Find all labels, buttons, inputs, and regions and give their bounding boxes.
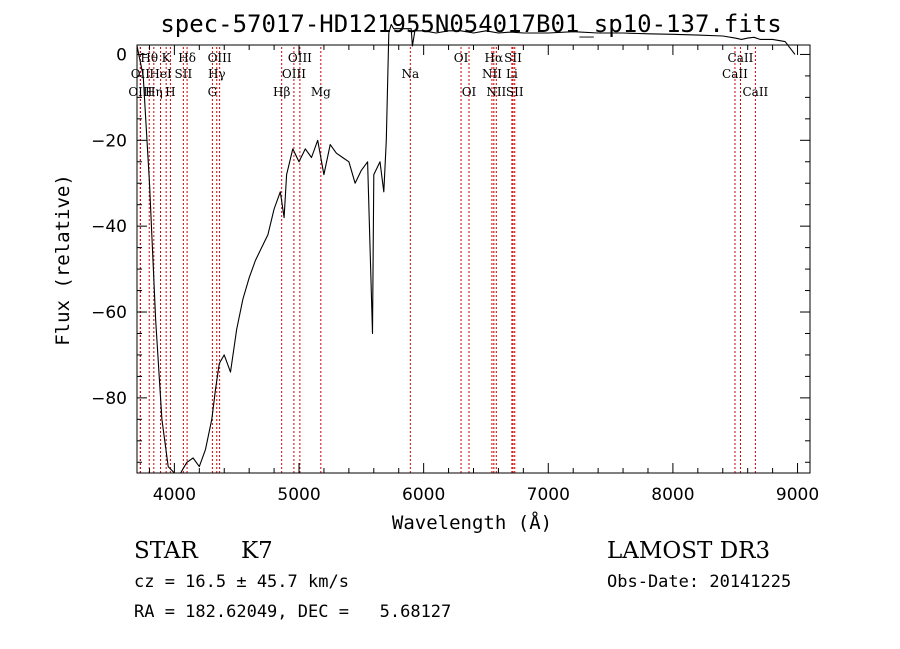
line-marker-label: H [165,85,175,99]
line-marker-label: CaII [742,85,768,99]
plot-frame [136,44,811,474]
line-marker-label: OI [454,51,469,65]
line-marker-label: Hδ [178,51,196,65]
y-tick-label: −40 [91,217,127,237]
line-marker-label: NII [486,85,506,99]
line-marker-label: OIII [128,85,152,99]
coordinates: RA = 182.62049, DEC = 5.68127 [134,602,452,622]
line-marker-label: Na [401,67,419,81]
x-axis-ticks: 4000 5000 6000 7000 8000 9000 [148,45,819,505]
y-tick-label: −20 [91,131,127,151]
x-tick-label: 7000 [527,485,570,505]
object-class: STAR [134,538,198,564]
line-marker-label: K [162,51,172,65]
spectrum-line [136,23,796,474]
chart-title: spec-57017-HD121955N054017B01_sp10-137.f… [160,10,781,38]
line-marker-label: Hβ [273,85,290,99]
obs-date: Obs-Date: 20141225 [607,572,792,592]
y-tick-label: −80 [91,389,127,409]
line-marker-label: OIII [288,51,312,65]
x-tick-label: 4000 [153,485,196,505]
line-marker-label: OII [131,67,151,81]
line-marker-label: Hα [485,51,504,65]
line-marker-label: SII [506,85,524,99]
y-axis-label: Flux (relative) [52,174,74,346]
y-tick-label: 0 [116,45,127,65]
x-tick-label: 5000 [277,485,320,505]
x-tick-label: 8000 [651,485,694,505]
line-marker-label: SII [175,67,193,81]
y-tick-label: −60 [91,303,127,323]
object-subclass: K7 [241,538,273,564]
y-axis-ticks: 0 −20 −40 −60 −80 [91,45,810,463]
line-marker-label: Hη [145,85,163,99]
x-axis-label: Wavelength (Å) [392,511,552,534]
line-marker-label: NII [482,67,502,81]
line-marker-label: Hθ [140,51,158,65]
line-marker-label: OIII [208,51,232,65]
line-marker-label: CaII [728,51,754,65]
line-marker-label: G [208,85,218,99]
redshift-cz: cz = 16.5 ± 45.7 km/s [134,572,349,592]
line-markers [139,47,756,473]
line-marker-label: SII [504,51,522,65]
line-marker-label: OI [462,85,477,99]
x-tick-label: 6000 [402,485,445,505]
line-marker-label: CaII [722,67,748,81]
line-marker-label: Mg [311,85,331,99]
x-tick-label: 9000 [776,485,819,505]
line-marker-label: Li [506,67,518,81]
line-marker-label: OIII [282,67,306,81]
survey-label: LAMOST DR3 [607,538,771,564]
line-marker-label: Hγ [208,67,226,81]
line-marker-label: HeI [149,67,172,81]
